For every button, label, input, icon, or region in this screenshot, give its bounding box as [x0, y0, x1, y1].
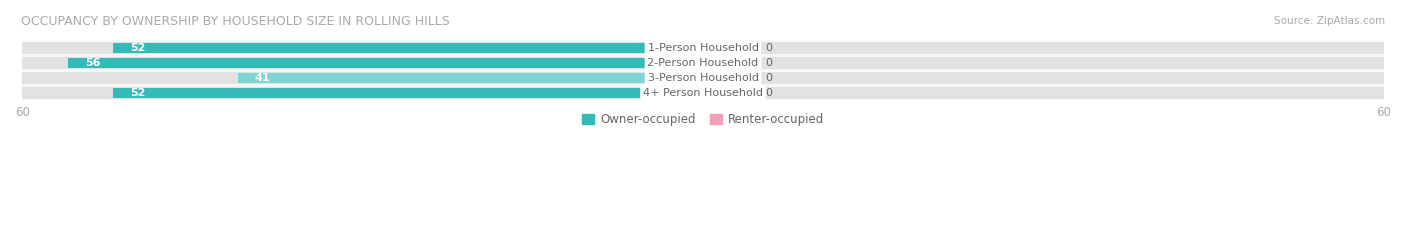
- Bar: [703, 60, 754, 66]
- Bar: [112, 43, 703, 53]
- Bar: [67, 58, 703, 68]
- Bar: [703, 45, 754, 51]
- Text: 52: 52: [131, 88, 146, 98]
- Bar: [238, 73, 703, 82]
- Bar: [703, 75, 754, 81]
- Text: 41: 41: [254, 73, 270, 83]
- Text: 0: 0: [765, 88, 772, 98]
- Bar: [112, 88, 703, 98]
- Text: 0: 0: [765, 58, 772, 68]
- Bar: [22, 40, 1384, 55]
- Text: 1-Person Household: 1-Person Household: [648, 43, 758, 53]
- Legend: Owner-occupied, Renter-occupied: Owner-occupied, Renter-occupied: [578, 108, 828, 131]
- Text: 4+ Person Household: 4+ Person Household: [643, 88, 763, 98]
- Text: 3-Person Household: 3-Person Household: [648, 73, 758, 83]
- Text: 2-Person Household: 2-Person Household: [647, 58, 759, 68]
- Text: 52: 52: [131, 43, 146, 53]
- Text: 56: 56: [84, 58, 100, 68]
- Bar: [703, 90, 754, 96]
- Bar: [22, 87, 703, 99]
- Bar: [22, 70, 1384, 86]
- Bar: [22, 42, 703, 54]
- Text: Source: ZipAtlas.com: Source: ZipAtlas.com: [1274, 16, 1385, 26]
- Bar: [703, 87, 1384, 99]
- Bar: [703, 57, 1384, 69]
- Text: 0: 0: [765, 43, 772, 53]
- Bar: [22, 57, 703, 69]
- Text: 0: 0: [765, 73, 772, 83]
- Bar: [22, 72, 703, 84]
- Text: OCCUPANCY BY OWNERSHIP BY HOUSEHOLD SIZE IN ROLLING HILLS: OCCUPANCY BY OWNERSHIP BY HOUSEHOLD SIZE…: [21, 15, 450, 28]
- Bar: [22, 55, 1384, 70]
- Bar: [703, 72, 1384, 84]
- Bar: [703, 42, 1384, 54]
- Bar: [22, 86, 1384, 100]
